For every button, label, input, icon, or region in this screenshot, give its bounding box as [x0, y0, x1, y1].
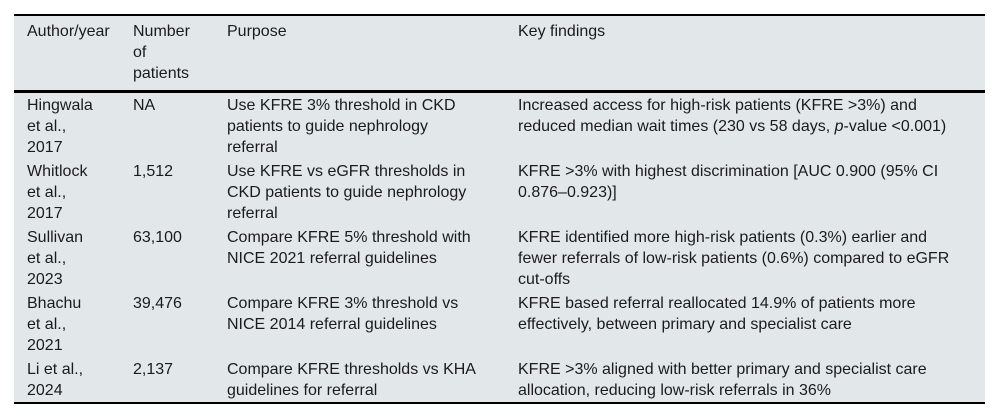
author-year-cell: Hingwala et al., 2017	[27, 97, 93, 156]
author-year-cell: Sullivan et al., 2023	[27, 229, 84, 288]
key-findings-cell: KFRE based referral reallocated 14.9% of…	[518, 291, 985, 357]
header-row: Author/year Number of patients Purpose K…	[14, 15, 985, 92]
patients-count-cell: NA	[133, 97, 156, 114]
purpose-cell: Compare KFRE 3% threshold vs NICE 2014 r…	[227, 295, 459, 333]
col-header-number-of-patients: Number of patients	[133, 23, 190, 82]
findings-text-segment: KFRE based referral reallocated 14.9% of…	[518, 295, 916, 333]
table-row: Sullivan et al., 2023 63,100 Compare KFRE …	[14, 225, 985, 291]
author-year-cell: Li et al., 2024	[27, 361, 84, 399]
table-row: Li et al., 2024 2,137 Compare KFRE thresho…	[14, 357, 985, 403]
table-row: Hingwala et al., 2017 NA Use KFRE 3% thres…	[14, 92, 985, 160]
purpose-cell: Use KFRE 3% threshold in CKD patients to…	[227, 97, 456, 156]
findings-text-segment: Increased access for high-risk patients …	[518, 97, 917, 135]
patients-count-cell: 39,476	[133, 295, 182, 312]
key-findings-cell: KFRE >3% with highest discrimination [AU…	[518, 159, 985, 225]
purpose-cell: Compare KFRE thresholds vs KHA guideline…	[227, 361, 476, 399]
findings-text-segment: KFRE >3% aligned with better primary and…	[518, 361, 927, 399]
findings-text-segment: -value <0.001)	[843, 118, 947, 135]
findings-text-segment: KFRE identified more high-risk patients …	[518, 229, 950, 288]
purpose-cell: Use KFRE vs eGFR thresholds in CKD patie…	[227, 163, 467, 222]
table-row: Bhachu et al., 2021 39,476 Compare KFRE 3%…	[14, 291, 985, 357]
author-year-cell: Whitlock et al., 2017	[27, 163, 88, 222]
table-body: Hingwala et al., 2017 NA Use KFRE 3% thres…	[14, 92, 985, 404]
author-year-cell: Bhachu et al., 2021	[27, 295, 82, 354]
kfre-studies-table: Author/year Number of patients Purpose K…	[14, 14, 985, 404]
col-header-author-year: Author/year	[27, 23, 110, 40]
key-findings-cell: Increased access for high-risk patients …	[518, 92, 985, 160]
col-header-key-findings: Key findings	[518, 23, 606, 40]
patients-count-cell: 63,100	[133, 229, 182, 246]
patients-count-cell: 1,512	[133, 163, 174, 180]
col-header-purpose: Purpose	[227, 23, 287, 40]
key-findings-cell: KFRE identified more high-risk patients …	[518, 225, 985, 291]
purpose-cell: Compare KFRE 5% threshold with NICE 2021…	[227, 229, 471, 267]
patients-count-cell: 2,137	[133, 361, 174, 378]
findings-italic-segment: p	[834, 118, 844, 135]
table-header: Author/year Number of patients Purpose K…	[14, 15, 985, 92]
key-findings-cell: KFRE >3% aligned with better primary and…	[518, 357, 985, 403]
table-row: Whitlock et al., 2017 1,512 Use KFRE vs eG…	[14, 159, 985, 225]
findings-text-segment: KFRE >3% with highest discrimination [AU…	[518, 163, 939, 201]
